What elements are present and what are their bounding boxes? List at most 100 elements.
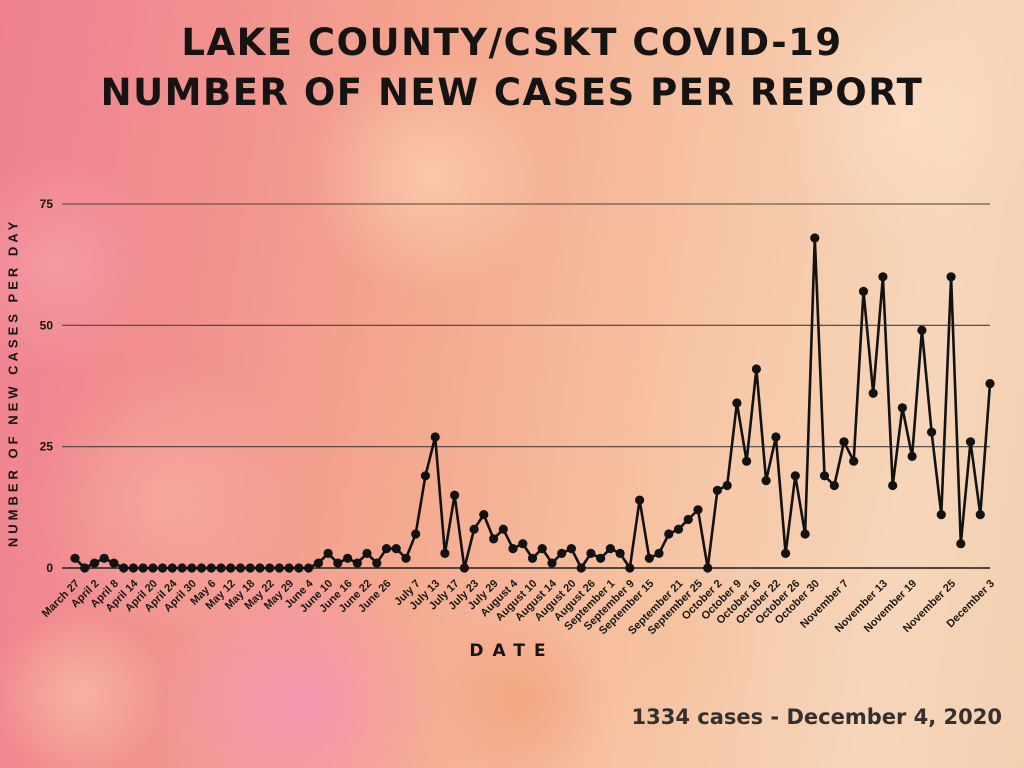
- data-point: [819, 471, 830, 481]
- data-point: [907, 451, 917, 461]
- data-point: [965, 437, 976, 447]
- data-point: [615, 548, 625, 559]
- data-point: [274, 563, 284, 573]
- data-point: [411, 529, 421, 539]
- y-tick-label: 0: [46, 561, 53, 575]
- data-point: [226, 563, 236, 573]
- data-point: [790, 471, 800, 481]
- data-point: [489, 534, 499, 544]
- data-point: [897, 403, 908, 413]
- chart-title: LAKE COUNTY/CSKT COVID-19 NUMBER OF NEW …: [0, 18, 1024, 118]
- data-point: [625, 563, 635, 573]
- data-point: [858, 286, 869, 296]
- data-point: [576, 563, 586, 573]
- y-tick-label: 75: [40, 197, 54, 211]
- data-point: [557, 548, 567, 559]
- data-point: [430, 432, 440, 442]
- data-point: [206, 563, 216, 573]
- data-point: [956, 539, 966, 549]
- y-tick-label: 25: [40, 440, 54, 454]
- cases-line: [73, 236, 992, 570]
- chart-title-line1: LAKE COUNTY/CSKT COVID-19: [181, 21, 843, 64]
- data-point: [927, 427, 937, 437]
- data-point: [703, 563, 713, 573]
- data-point: [89, 558, 100, 568]
- data-point: [313, 558, 323, 568]
- data-point: [459, 563, 469, 573]
- data-point: [343, 553, 353, 563]
- data-point: [917, 325, 927, 335]
- data-point: [761, 476, 771, 486]
- data-point: [508, 544, 518, 554]
- data-point: [391, 544, 401, 554]
- data-point: [693, 505, 703, 515]
- data-point: [771, 432, 781, 442]
- data-point: [596, 553, 606, 563]
- data-point: [839, 437, 849, 447]
- data-point: [547, 558, 557, 568]
- y-tick-label: 50: [40, 318, 54, 332]
- data-point: [265, 563, 275, 573]
- data-point: [975, 509, 985, 520]
- data-point: [479, 509, 489, 520]
- data-point: [80, 563, 90, 573]
- data-point: [420, 471, 430, 481]
- data-point: [196, 563, 207, 573]
- data-point: [936, 509, 946, 520]
- x-axis-title: DATE: [469, 641, 555, 661]
- data-point: [644, 553, 654, 563]
- data-point: [946, 272, 956, 282]
- data-point: [362, 548, 372, 559]
- data-point: [167, 563, 177, 573]
- data-point: [751, 364, 762, 374]
- data-point: [294, 563, 304, 573]
- data-point: [537, 544, 547, 554]
- data-point: [177, 563, 187, 573]
- data-point: [712, 485, 723, 495]
- data-point: [868, 388, 878, 398]
- data-point: [381, 544, 392, 554]
- data-point: [654, 548, 664, 559]
- total-cases-note: 1334 cases - December 4, 2020: [631, 705, 1003, 729]
- data-point: [810, 233, 820, 243]
- data-point: [829, 480, 839, 491]
- data-point: [333, 558, 343, 568]
- data-point: [352, 558, 362, 568]
- data-point: [148, 563, 158, 573]
- data-point: [742, 456, 752, 466]
- data-point: [498, 524, 508, 534]
- data-point: [109, 558, 119, 568]
- data-point: [732, 398, 742, 408]
- data-point: [849, 456, 859, 466]
- data-point: [450, 490, 460, 500]
- data-point: [323, 548, 333, 559]
- data-point: [878, 272, 888, 282]
- data-point: [518, 539, 528, 549]
- data-point: [566, 544, 577, 554]
- data-point: [255, 563, 265, 573]
- data-point: [635, 495, 645, 505]
- data-point: [683, 514, 693, 525]
- data-point: [888, 480, 898, 491]
- data-point: [235, 563, 246, 573]
- data-point: [781, 548, 791, 559]
- data-point: [70, 553, 80, 563]
- data-point: [128, 563, 138, 573]
- data-point: [673, 524, 684, 534]
- data-point: [664, 529, 674, 539]
- data-point: [372, 558, 382, 568]
- chart-title-line2: NUMBER OF NEW CASES PER REPORT: [100, 71, 924, 114]
- data-point: [401, 553, 411, 563]
- data-point: [245, 563, 255, 573]
- data-point: [605, 544, 616, 554]
- data-point: [284, 563, 294, 573]
- data-point: [800, 529, 810, 539]
- data-point: [440, 548, 450, 559]
- data-point: [119, 563, 129, 573]
- data-point: [187, 563, 197, 573]
- data-point: [586, 548, 596, 559]
- data-point: [722, 480, 732, 491]
- data-point: [527, 553, 538, 563]
